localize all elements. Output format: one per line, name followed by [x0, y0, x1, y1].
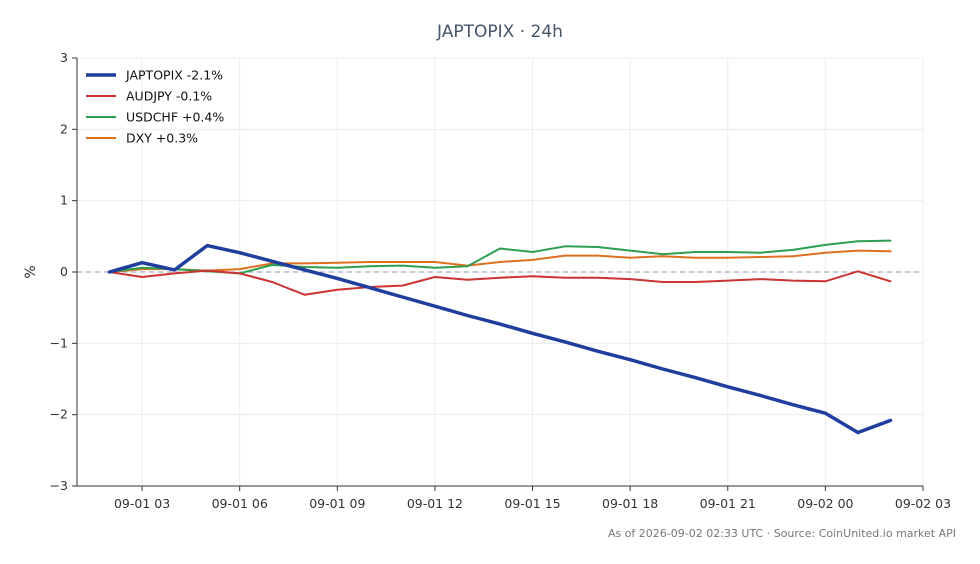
y-axis-label: %	[23, 265, 39, 278]
y-tick-label: 3	[60, 50, 68, 65]
x-tick-label: 09-01 21	[700, 496, 756, 511]
y-tick-label: 0	[60, 264, 68, 279]
y-tick-label: 2	[60, 121, 68, 136]
x-tick-label: 09-01 15	[504, 496, 560, 511]
x-tick-label: 09-02 03	[895, 496, 951, 511]
legend-label-dxy: DXY +0.3%	[126, 131, 198, 146]
series-lines	[107, 239, 893, 435]
legend-label-usdchf: USDCHF +0.4%	[126, 110, 224, 125]
x-tick-label: 09-01 12	[407, 496, 463, 511]
y-tick-label: 1	[60, 193, 68, 208]
chart-title: JAPTOPIX · 24h	[436, 22, 563, 42]
y-tick-label: −3	[50, 478, 68, 493]
series-line-dxy	[108, 249, 892, 273]
series-line-japtopix	[107, 243, 893, 435]
y-tick-label: −1	[50, 335, 68, 350]
legend: JAPTOPIX -2.1% AUDJPY -0.1% USDCHF +0.4% DX…	[86, 68, 224, 146]
footer-note: As of 2026-09-02 02:33 UTC · Source: Coi…	[608, 527, 956, 540]
legend-label-audjpy: AUDJPY -0.1%	[126, 89, 212, 104]
x-tick-label: 09-01 03	[114, 496, 170, 511]
x-tick-label: 09-01 09	[309, 496, 365, 511]
x-tick-label: 09-02 00	[797, 496, 853, 511]
legend-label-japtopix: JAPTOPIX -2.1%	[125, 68, 223, 83]
axes: −3 −2 −1 0 1 2 3 09-01 03 09-01 06 09-01 09 09-01 …	[50, 50, 952, 511]
series-line-audjpy	[108, 269, 892, 296]
x-tick-label: 09-01 06	[212, 496, 268, 511]
y-tick-label: −2	[50, 407, 68, 422]
x-tick-label: 09-01 18	[602, 496, 658, 511]
